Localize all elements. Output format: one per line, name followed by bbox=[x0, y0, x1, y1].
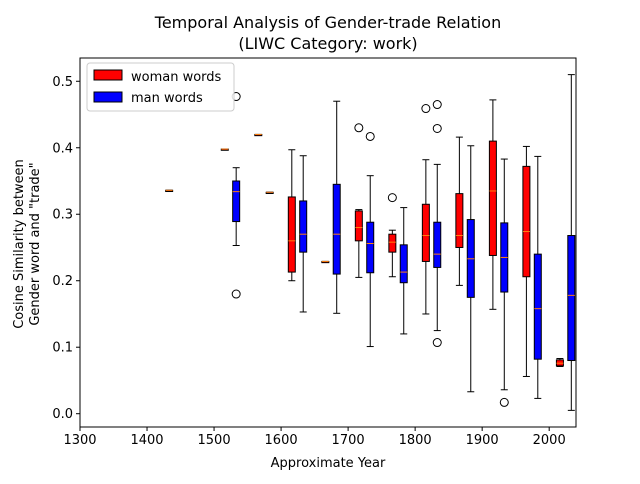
box-woman-11 bbox=[555, 358, 564, 367]
axes: 1300 1400 1500 1600 1700 1800 1900 2000 0.0 0.1 0.… bbox=[52, 57, 577, 448]
y-axis-label-line2: Gender word and "trade" bbox=[28, 162, 43, 325]
x-tick-label: 1800 bbox=[399, 433, 432, 448]
legend-label-woman: woman words bbox=[131, 70, 222, 85]
box-man-8 bbox=[499, 158, 509, 407]
box-body bbox=[366, 221, 375, 274]
box-woman-3 bbox=[287, 149, 296, 282]
outlier-point bbox=[432, 123, 442, 133]
x-tick-label: 1900 bbox=[466, 433, 499, 448]
box-body bbox=[332, 183, 341, 275]
box-body bbox=[488, 140, 497, 256]
x-tick-label: 1700 bbox=[332, 433, 365, 448]
box-body bbox=[232, 180, 241, 223]
x-tick-label: 1400 bbox=[130, 433, 163, 448]
box-woman-2 bbox=[254, 133, 263, 137]
outlier-point bbox=[432, 338, 442, 348]
box-body bbox=[455, 193, 464, 248]
x-tick-label: 2000 bbox=[533, 433, 566, 448]
box-body bbox=[421, 203, 430, 262]
x-tick-label: 1600 bbox=[265, 433, 298, 448]
box-woman-1 bbox=[220, 148, 229, 151]
legend-frame bbox=[86, 62, 235, 112]
box-woman-6 bbox=[387, 193, 397, 278]
box-man-9 bbox=[533, 155, 542, 399]
box-man-7 bbox=[466, 145, 475, 393]
legend-swatch-man bbox=[93, 91, 123, 103]
box-woman-5 bbox=[354, 123, 364, 278]
box-woman-9 bbox=[488, 99, 497, 310]
y-tick-label: 0.3 bbox=[52, 208, 73, 223]
box-man-5 bbox=[399, 207, 408, 335]
y-tick-label: 0.0 bbox=[52, 407, 73, 422]
chart-title-line1: Temporal Analysis of Gender-trade Relati… bbox=[154, 13, 501, 32]
outlier-point bbox=[387, 193, 397, 203]
x-axis-label: Approximate Year bbox=[271, 456, 386, 471]
legend-label-man: man words bbox=[131, 91, 203, 106]
x-tick-label: 1500 bbox=[198, 433, 231, 448]
outlier-point bbox=[365, 131, 375, 141]
box-body bbox=[433, 221, 442, 268]
box-woman-10 bbox=[522, 145, 531, 377]
box-woman-7 bbox=[421, 104, 431, 315]
box-body bbox=[287, 196, 296, 273]
legend: woman words man words bbox=[86, 62, 235, 112]
box-woman-4 bbox=[321, 260, 330, 264]
box-man-1 bbox=[265, 191, 274, 195]
box-body bbox=[533, 253, 542, 360]
box-man-2 bbox=[299, 155, 308, 313]
box-body bbox=[388, 233, 397, 253]
box-body bbox=[522, 165, 531, 278]
outlier-point bbox=[499, 397, 509, 407]
box-man-10 bbox=[567, 74, 576, 411]
y-tick-label: 0.1 bbox=[52, 341, 73, 356]
y-tick-label: 0.4 bbox=[52, 141, 73, 156]
box-body bbox=[354, 210, 363, 242]
box-man-4 bbox=[365, 131, 375, 348]
outlier-point bbox=[421, 104, 431, 114]
box-woman-0 bbox=[165, 189, 174, 193]
plot-area bbox=[165, 74, 576, 411]
outlier-point bbox=[354, 123, 364, 133]
outlier-point bbox=[231, 289, 241, 299]
y-tick-label: 0.5 bbox=[52, 75, 73, 90]
box-man-0 bbox=[231, 92, 241, 299]
box-man-3 bbox=[332, 100, 341, 314]
y-tick-label: 0.2 bbox=[52, 274, 73, 289]
box-body bbox=[567, 235, 576, 362]
box-woman-8 bbox=[455, 136, 464, 286]
outlier-point bbox=[432, 100, 442, 110]
x-tick-label: 1300 bbox=[63, 433, 96, 448]
box-man-6 bbox=[432, 100, 442, 348]
y-axis-label-line1: Cosine Similarity between bbox=[12, 159, 27, 329]
legend-swatch-woman bbox=[93, 69, 123, 81]
chart-title-line2: (LIWC Category: work) bbox=[238, 34, 417, 53]
axes-frame bbox=[79, 57, 577, 428]
box-body bbox=[399, 244, 408, 284]
box-body bbox=[299, 200, 308, 253]
